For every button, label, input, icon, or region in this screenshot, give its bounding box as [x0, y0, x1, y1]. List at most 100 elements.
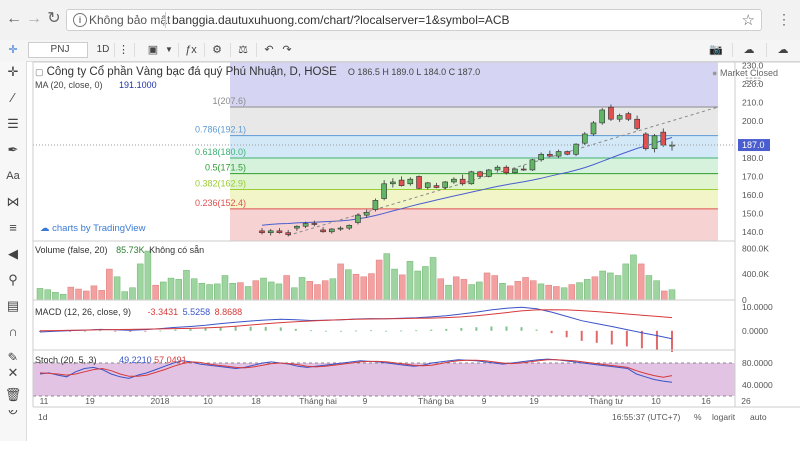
trendline-icon[interactable]: ∕	[11, 90, 15, 105]
candle-body	[634, 118, 640, 129]
fib-tool-icon[interactable]: ≡	[9, 220, 17, 235]
candle-body	[363, 212, 370, 216]
macd-hist-bar	[249, 326, 252, 331]
candles-icon[interactable]: ▣	[147, 44, 159, 56]
bookmark-star-icon[interactable]: ☆	[741, 12, 755, 29]
symbol-title: Công ty Cổ phần Vàng bạc đá quý Phú Nhuậ…	[46, 66, 337, 78]
fib-zone	[230, 107, 718, 136]
stoch-d-value: 57.0491	[154, 355, 187, 365]
info-icon[interactable]: i	[73, 13, 87, 27]
reload-icon[interactable]: ↻	[47, 10, 61, 27]
text-tool-icon[interactable]: Aa	[6, 170, 20, 182]
macd-hist-bar	[475, 327, 478, 331]
volume-bar	[476, 281, 483, 301]
tradingview-brand[interactable]: ☁ charts by TradingView	[40, 223, 145, 234]
tools-icon[interactable]: ✕	[7, 365, 19, 380]
time-tick: Tháng ba	[418, 396, 454, 406]
macd-hist-bar	[294, 328, 297, 331]
trash-icon[interactable]: 🗑	[4, 387, 22, 402]
footer-interval[interactable]: 1d	[38, 412, 48, 422]
candle-body	[433, 185, 440, 188]
macd-hist-bar	[69, 330, 72, 332]
interval-button[interactable]: 1D	[96, 44, 110, 55]
footer-auto[interactable]: auto	[750, 412, 767, 422]
forward-icon[interactable]: →	[26, 10, 42, 27]
fib-label: 0.236(152.4)	[195, 198, 246, 208]
pattern-icon[interactable]: ⋈	[6, 194, 20, 209]
footer-percent[interactable]: %	[694, 412, 702, 422]
magnet-icon[interactable]: ∩	[8, 324, 18, 339]
price-tick: 200.0	[742, 116, 764, 126]
candle-body	[608, 106, 614, 120]
volume-value: 85.73K	[116, 245, 145, 255]
volume-bar	[637, 263, 645, 301]
time-tick: 10	[651, 396, 661, 406]
brush-icon[interactable]: ✒	[7, 142, 19, 157]
candle-body	[390, 181, 396, 185]
ohlc-values: O 186.5 H 189.0 L 184.0 C 187.0	[347, 67, 481, 77]
arrow-left-icon[interactable]: ◀	[8, 246, 18, 261]
interval-menu-icon[interactable]: ⋮	[118, 44, 129, 56]
settings-gear-icon[interactable]: ⚙	[212, 44, 222, 56]
volume-bar	[90, 285, 98, 301]
volume-bar	[645, 275, 653, 301]
address-bar[interactable]: i Không bảo mật banggia.dautuxuhuong.com…	[66, 9, 762, 31]
divider	[165, 12, 166, 28]
security-label: Không bảo mật	[89, 13, 171, 27]
compare-scale-icon[interactable]: ⚖	[238, 44, 248, 56]
volume-bar	[491, 275, 498, 301]
measure-icon[interactable]: ▤	[6, 298, 20, 313]
candle-body	[259, 230, 265, 233]
volume-bar	[607, 272, 614, 301]
pencil-lock-icon[interactable]: ✎	[7, 350, 19, 365]
price-tick: 140.0	[742, 227, 764, 237]
volume-bar	[275, 283, 283, 301]
back-icon[interactable]: ←	[6, 10, 22, 27]
macd-tick: 10.0000	[742, 302, 773, 312]
undo-icon[interactable]: ↶	[264, 44, 274, 56]
symbol-input[interactable]: PNJ	[28, 42, 88, 58]
zoom-icon[interactable]: ⚲	[8, 272, 18, 287]
volume-bar	[545, 284, 552, 301]
menu-kebab-icon[interactable]: ⋮	[777, 11, 791, 27]
time-tick: 19	[529, 396, 539, 406]
volume-bar	[260, 277, 267, 301]
macd-hist-bar	[580, 330, 583, 341]
footer-log[interactable]: logarit	[712, 412, 736, 422]
fib-zone	[230, 157, 718, 174]
macd-hist-bar	[640, 330, 643, 349]
crosshair-icon[interactable]: ✛	[8, 44, 18, 56]
volume-bar	[576, 282, 583, 301]
cloud-upload-icon[interactable]: ☁	[777, 44, 789, 56]
stoch-d-line	[39, 359, 673, 378]
stoch-label: Stoch (20, 5, 3)	[35, 355, 97, 365]
volume-bar	[391, 268, 398, 301]
indicators-icon[interactable]: ƒx	[185, 44, 197, 56]
time-tick: Tháng hai	[299, 396, 337, 406]
macd-hist-bar	[655, 330, 658, 350]
volume-bar	[206, 284, 213, 301]
chart-type-dropdown-icon[interactable]: ▼	[165, 45, 173, 54]
cursor-cross-icon[interactable]: ✛	[7, 64, 19, 79]
grid-layout-icon: ☷☷	[745, 76, 761, 86]
candle-body	[372, 200, 379, 210]
volume-bar	[52, 292, 59, 301]
macd-hist-bar	[505, 326, 508, 331]
fib-label: 0.5(171.5)	[205, 163, 246, 173]
volume-bar	[221, 275, 229, 301]
candle-body	[581, 133, 588, 144]
cloud-logo-icon: ☁	[40, 223, 50, 234]
url-text[interactable]: banggia.dautuxuhuong.com/chart/?localser…	[172, 13, 510, 27]
cloud-save-icon[interactable]: ☁	[743, 44, 755, 56]
camera-icon[interactable]: 📷	[709, 44, 723, 56]
volume-bar	[283, 275, 290, 301]
time-tick: 9	[363, 396, 368, 406]
legend-collapse-icon[interactable]: ▢	[35, 67, 44, 77]
redo-icon[interactable]: ↷	[282, 44, 292, 56]
time-tick: 11	[40, 396, 49, 406]
horizontal-lines-icon[interactable]: ☰	[7, 116, 19, 131]
ma-value: 191.1000	[119, 80, 157, 90]
candle-body	[503, 166, 510, 174]
macd-hist-bar	[385, 330, 388, 332]
